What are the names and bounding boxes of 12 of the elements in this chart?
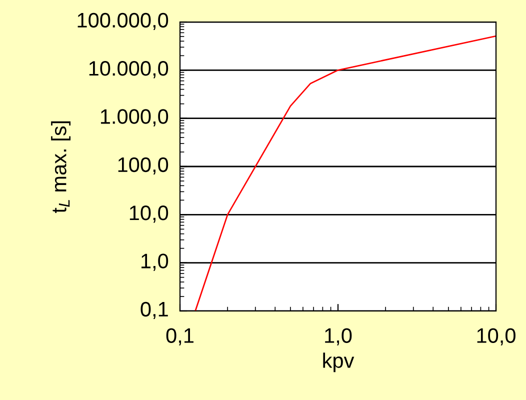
x-tick-label: 1,0: [325, 328, 352, 346]
y-tick-label: 10,0: [130, 206, 168, 223]
x-axis-title: kpv: [323, 352, 354, 372]
y-tick-label: 1,0: [142, 254, 168, 271]
y-tick-label: 0,1: [140, 302, 168, 320]
y-tick-label: 10.000,0: [89, 61, 168, 78]
y-tick-label: 100.000,0: [78, 12, 168, 30]
y-axis-title: t$_{L}$ max. [s]: [51, 121, 70, 213]
x-tick-label: 10,0: [477, 328, 516, 346]
y-tick-label: 1.000,0: [100, 109, 168, 126]
x-tick-label: 0,1: [166, 328, 194, 346]
y-tick-label: 100,0: [118, 157, 168, 175]
